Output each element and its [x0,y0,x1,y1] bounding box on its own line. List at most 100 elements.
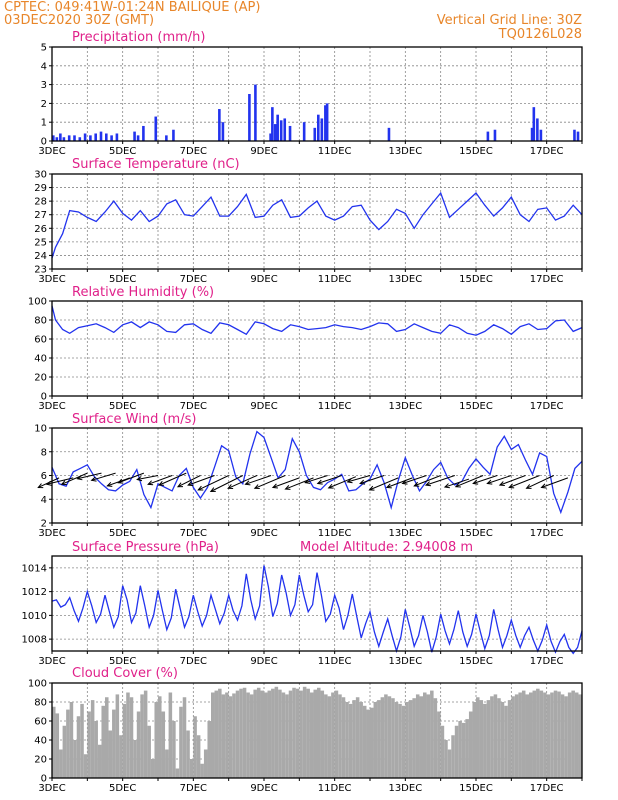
cloud-bar [313,689,317,778]
y-tick-label: 1008 [22,635,47,646]
cloud-bar [274,686,279,778]
y-tick-label: 20 [34,373,47,384]
x-tick-label: 7DEC [180,528,207,539]
y-tick-label: 26 [34,224,47,235]
cloud-bar [377,700,381,778]
cloud-bar [387,696,392,778]
cloud-bar [571,690,575,778]
cloud-bar [66,709,70,778]
precip-bar [493,129,497,141]
cloud-bar [126,692,130,778]
x-tick-label: 15DEC [459,401,493,412]
cloud-bar [461,722,466,778]
model-altitude-label: Model Altitude: 2.94008 m [300,540,473,555]
x-tick-label: 3DEC [38,146,65,157]
wind-arrow [386,477,413,488]
cloud-bar [405,702,409,778]
precip-bar [283,118,287,141]
wind-arrow [187,475,215,486]
wind-arrow-head [187,481,194,487]
wind-arrow [227,475,258,489]
cloud-bar [521,690,526,778]
cloud-bar [543,692,547,778]
cloud-bar [486,700,491,778]
cloud-bar [200,763,204,778]
cloud-bar [359,702,363,778]
x-tick-label: 5DEC [109,656,136,667]
cloud-bar [73,740,77,778]
y-tick-label: 80 [34,698,47,709]
precip-bar [221,122,225,141]
wind-arrow [210,475,244,492]
wind-arrow-head [147,480,154,486]
cloud-bar [168,692,173,778]
pressure-title: Surface Pressure (hPa) [72,540,219,555]
cloud-bar [338,694,342,778]
precipitation-panel: Precipitation (mm/h) 0 1 2 3 4 5 3DEC 5DEC 7DEC 9… [38,30,583,157]
x-tick-label: 15DEC [459,656,493,667]
wind-arrow-head [508,483,515,489]
x-tick-label: 3DEC [38,274,65,285]
temp-frame [51,173,583,270]
precip-bar [576,131,580,141]
cloud-bar [440,725,445,778]
x-tick-label: 17DEC [530,274,564,285]
cloud-bar [267,690,272,778]
precip-bar [536,118,539,141]
wind-arrow [61,472,88,485]
pressure-grid [52,556,582,651]
wind-arrow [425,475,455,486]
wind-arrow-head [244,480,251,486]
x-tick-label: 7DEC [180,783,207,794]
x-tick-label: 17DEC [530,656,564,667]
x-tick-label: 11DEC [318,401,352,412]
cloud-bar [147,725,151,778]
wind-arrow [328,476,357,489]
wind-arrow-head [253,484,260,490]
cloud-bar [500,702,505,778]
y-tick-label: 60 [34,335,47,346]
wind-arrow [402,475,427,484]
precip-bar [218,109,221,141]
x-tick-label: 13DEC [388,656,422,667]
cloud-bar [94,721,98,778]
cloud-bar [490,696,494,778]
x-tick-label: 17DEC [530,401,564,412]
wind-arrow [444,478,470,488]
x-tick-label: 13DEC [388,528,422,539]
precip-bar [324,105,327,141]
cloud-bar [115,694,120,778]
wind-arrow [369,477,399,491]
wind-arrow-head [413,481,420,487]
cloud-bar [341,697,346,778]
cloud-bar [218,688,222,778]
y-tick-label: 0 [41,774,47,785]
y-tick-label: 29 [34,183,47,194]
cloud-bar [154,702,158,778]
precip-bar [142,125,145,141]
wind-arrow-head [227,484,234,489]
precip-bar [59,133,62,141]
x-tick-label: 5DEC [109,401,136,412]
temp-yticks: 23 24 25 26 27 28 29 30 [34,170,52,276]
x-tick-label: 11DEC [318,146,352,157]
cloud-bar [518,692,522,778]
temp-xticks: 3DEC 5DEC 7DEC 9DEC 11DEC 13DEC 15DEC 17DEC [38,269,583,285]
y-tick-label: 60 [34,717,47,728]
wind-grid [52,428,582,523]
cloud-xticks: 3DEC 5DEC 7DEC 9DEC 11DEC 13DEC 15DEC 17DEC [38,778,583,794]
cloud-bar [214,690,219,778]
cloud-bar [412,698,416,778]
cloud-bar [373,702,378,778]
precip-bar [154,116,158,141]
cloud-bar [299,690,303,778]
cloud-bar [447,749,452,778]
precip-bar [254,84,257,141]
wind-arrow [455,475,484,488]
pressure-frame [51,555,583,652]
wind-arrow-head [424,481,432,487]
cloud-bar [370,707,374,778]
x-tick-label: 7DEC [180,146,207,157]
precipitation-title: Precipitation (mm/h) [72,30,205,45]
y-tick-label: 27 [34,210,47,221]
